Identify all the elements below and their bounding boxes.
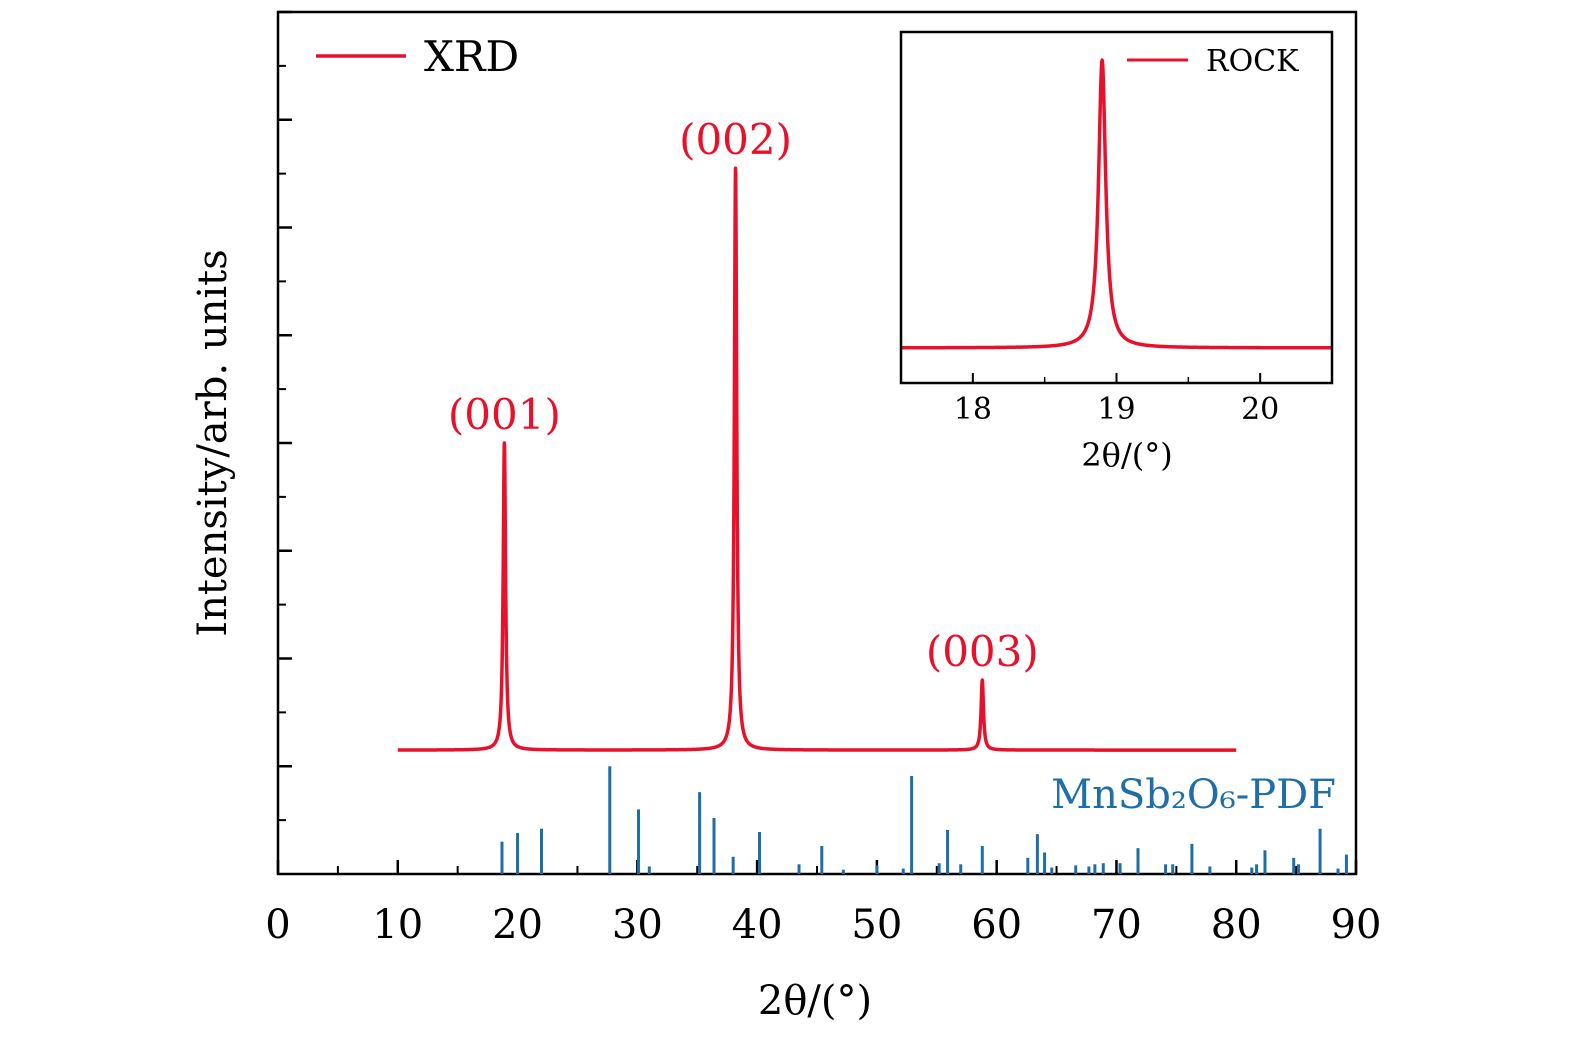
x-tick-label: 30 (612, 902, 663, 948)
inset-x-tick-labels: 18 19 20 (954, 392, 1280, 427)
peak-label: (003) (926, 627, 1039, 676)
peak-label: (001) (448, 390, 561, 439)
main-x-ticks (276, 860, 1358, 874)
x-tick-label: 10 (372, 902, 423, 948)
inset-rock-line (899, 58, 1334, 350)
main-x-tick-labels: 0 10 20 30 40 50 60 70 80 90 (265, 902, 1381, 948)
inset-x-tick-label: 20 (1241, 392, 1279, 427)
x-tick-label: 20 (492, 902, 543, 948)
x-tick-label: 0 (265, 902, 290, 948)
x-tick-label: 90 (1331, 902, 1382, 948)
pdf-sticks (500, 766, 1348, 874)
peak-labels: (001) (002) (003) (448, 115, 1039, 676)
inset-background (901, 32, 1332, 383)
inset-x-tick-label: 19 (1097, 392, 1135, 427)
inset-x-tick-label: 18 (954, 392, 992, 427)
x-tick-label: 60 (971, 902, 1022, 948)
x-tick-label: 40 (732, 902, 783, 948)
legend-label-rock: ROCK (1206, 44, 1299, 79)
legend-label-xrd: XRD (424, 32, 519, 81)
inset-x-axis-title: 2θ/(°) (1081, 436, 1172, 474)
x-tick-label: 50 (851, 902, 902, 948)
main-y-ticks (278, 10, 292, 822)
inset-x-ticks (971, 373, 1262, 383)
xrd-series-line (396, 166, 1238, 752)
x-tick-label: 80 (1211, 902, 1262, 948)
x-axis-title: 2θ/(°) (758, 978, 872, 1024)
y-axis-title: Intensity/arb. units (190, 249, 236, 636)
peak-label: (002) (679, 115, 792, 164)
x-tick-label: 70 (1091, 902, 1142, 948)
pdf-label: MnSb₂O₆-PDF (1051, 772, 1336, 818)
